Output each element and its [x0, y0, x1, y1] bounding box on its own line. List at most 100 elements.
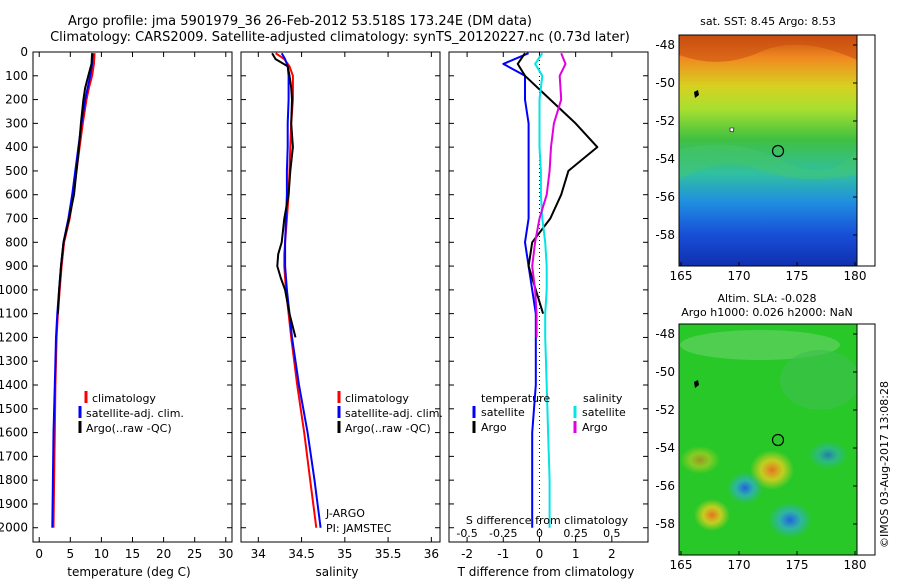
map-x-tick-label: 175	[786, 269, 809, 283]
x-tick-label: 20	[156, 547, 171, 561]
map-y-tick-label: -54	[655, 441, 675, 455]
difference-legend: temperature salinity satellite Argo sate…	[472, 392, 626, 434]
x-tick-label: 34.5	[288, 547, 315, 561]
map-axes: 165 170 175 180 -48 -50 -52 -54 -56 -58 165 170 175 1…	[655, 34, 876, 572]
map-colorbar-frame	[856, 34, 876, 267]
panel-frame	[32, 51, 233, 543]
x-tick-label: 0	[35, 547, 43, 561]
argo-location-marker	[771, 144, 785, 158]
panel-frame	[240, 51, 441, 543]
s-diff-tick-label: 0.25	[563, 527, 588, 540]
series-line-temperature-satellite	[502, 52, 537, 528]
depth-tick-label: 1300	[0, 354, 28, 368]
legend-clim-label-2: climatology	[345, 392, 409, 405]
legend-temp-heading: temperature	[481, 392, 550, 405]
x-tick-label: 5	[66, 547, 74, 561]
depth-tick-label: 1900	[0, 497, 28, 511]
title-line-2: Climatology: CARS2009. Satellite-adjuste…	[50, 30, 630, 45]
salinity-legend: climatology satellite-adj. clim. Argo(..…	[325, 391, 443, 535]
depth-tick-label: 1200	[0, 330, 28, 344]
legend-sal-argo: Argo	[582, 421, 608, 434]
depth-tick-label: 1400	[0, 378, 28, 392]
depth-tick-label: 1100	[0, 307, 28, 321]
sst-map-title: sat. SST: 8.45 Argo: 8.53	[700, 15, 836, 28]
credit-text: ©IMOS 03-Aug-2017 13:08:28	[878, 381, 891, 548]
salinity-panel: 34 34.5 35 35.5 36	[240, 51, 441, 561]
series-line-satellite-adj-clim-	[280, 52, 322, 528]
series-line-argo-raw-qc-	[56, 53, 94, 314]
map-y-tick-label: -50	[655, 76, 675, 90]
depth-tick-label: 1700	[0, 449, 28, 463]
depth-tick-label: 1800	[0, 473, 28, 487]
map-y-tick-label: -54	[655, 152, 675, 166]
title-line-1: Argo profile: jma 5901979_36 26-Feb-2012…	[68, 14, 532, 29]
panel-frame	[448, 51, 649, 543]
x-tick-label: 2	[608, 547, 616, 561]
sla-map: Altim. SLA: -0.028 Argo h1000: 0.026 h20…	[678, 292, 860, 556]
x-tick-label: 30	[218, 547, 233, 561]
map-y-tick-label: -58	[655, 228, 675, 242]
depth-tick-label: 200	[5, 93, 28, 107]
series-line-argo-raw-qc-	[271, 52, 297, 338]
legend-argo-label: Argo(..raw -QC)	[86, 422, 172, 435]
float-pi: PI: JAMSTEC	[326, 522, 392, 535]
depth-tick-label: 300	[5, 116, 28, 130]
depth-tick-label: 1000	[0, 283, 28, 297]
legend-sal-sat: satellite	[582, 406, 626, 419]
map-y-tick-label: -50	[655, 365, 675, 379]
depth-tick-label: 900	[5, 259, 28, 273]
sla-map-title-2: Argo h1000: 0.026 h2000: NaN	[681, 306, 853, 319]
map-colorbar-frame	[856, 323, 876, 556]
map-x-tick-label: 170	[728, 269, 751, 283]
legend-sat-label-2: satellite-adj. clim.	[345, 407, 443, 420]
map-y-tick-label: -58	[655, 517, 675, 531]
legend-temp-sat: satellite	[481, 406, 525, 419]
x-tick-label: -1	[497, 547, 509, 561]
legend-sat-label: satellite-adj. clim.	[86, 407, 184, 420]
land-mark	[694, 90, 699, 98]
s-difference-axis-label: S difference from climatology	[466, 514, 629, 527]
x-tick-label: 10	[94, 547, 109, 561]
float-program: J-ARGO	[325, 507, 365, 520]
map-x-tick-label: 165	[670, 269, 693, 283]
depth-tick-label: 0	[20, 45, 28, 59]
legend-argo-label-2: Argo(..raw -QC)	[345, 422, 431, 435]
temperature-axis-label: temperature (deg C)	[67, 565, 190, 579]
depth-axis-labels: 0 100 200 300 400 500 600 700 800 900 1000 1100 1200…	[0, 45, 28, 535]
map-y-tick-label: -52	[655, 114, 675, 128]
legend-clim-label: climatology	[92, 392, 156, 405]
series-line-salinity-argo	[531, 52, 567, 338]
map-x-tick-label: 170	[728, 558, 751, 572]
difference-panel: -2 -1 0 1 2 -0.5 -0.25 0 0.25 0.5	[448, 51, 649, 561]
argo-location-marker-2	[771, 433, 785, 447]
map-y-tick-label: -56	[655, 479, 675, 493]
sst-map: sat. SST: 8.45 Argo: 8.53	[678, 15, 858, 267]
s-diff-tick-label: 0	[536, 527, 543, 540]
sst-field	[679, 35, 857, 266]
depth-tick-label: 1500	[0, 402, 28, 416]
map-x-tick-label: 180	[844, 558, 867, 572]
salinity-axis-label: salinity	[315, 565, 358, 579]
s-diff-tick-label: -0.25	[489, 527, 517, 540]
temperature-panel: 0 5 10 15 20 25 30	[32, 51, 233, 561]
x-tick-label: 34	[251, 547, 266, 561]
depth-tick-label: 800	[5, 235, 28, 249]
map-y-tick-label: -56	[655, 190, 675, 204]
depth-tick-label: 1600	[0, 426, 28, 440]
x-tick-label: 35	[337, 547, 352, 561]
map-x-tick-label: 175	[786, 558, 809, 572]
depth-tick-label: 600	[5, 188, 28, 202]
map-y-tick-label: -52	[655, 403, 675, 417]
legend-sal-heading: salinity	[583, 392, 623, 405]
map-x-tick-label: 180	[844, 269, 867, 283]
sla-map-title-1: Altim. SLA: -0.028	[717, 292, 816, 305]
map-y-tick-label: -48	[655, 327, 675, 341]
temperature-legend: climatology satellite-adj. clim. Argo(..…	[78, 391, 184, 435]
map-x-tick-label: 165	[670, 558, 693, 572]
x-tick-label: 15	[125, 547, 140, 561]
x-tick-label: 36	[424, 547, 439, 561]
x-tick-label: 0	[536, 547, 544, 561]
x-tick-label: 1	[572, 547, 580, 561]
land-mark-2	[729, 127, 735, 133]
